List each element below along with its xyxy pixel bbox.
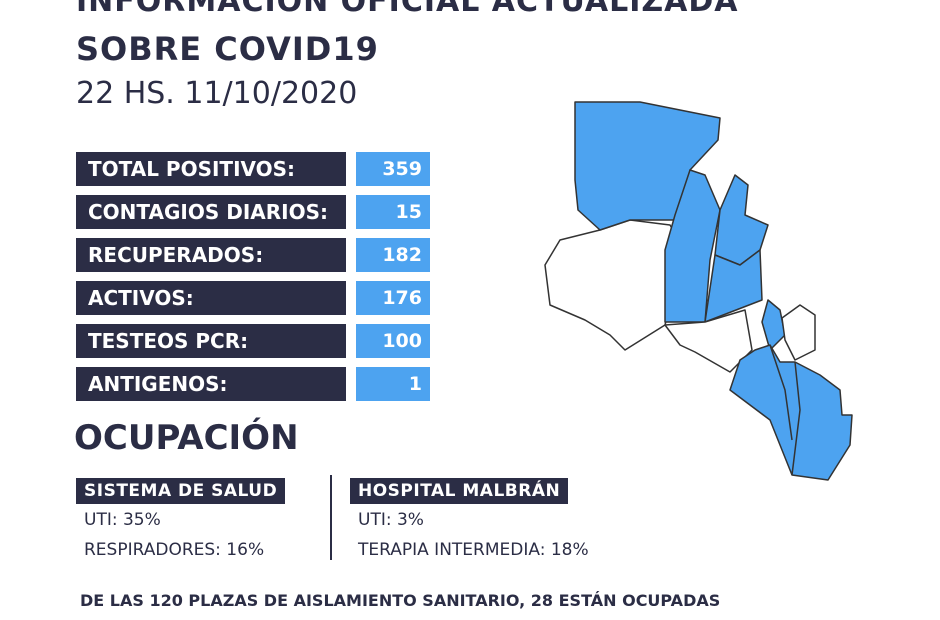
date: 22 HS. 11/10/2020 [76, 76, 358, 111]
title: SOBRE COVID19 [76, 30, 379, 68]
title: INFORMACIÓN OFICIAL ACTUALIZADA [76, 0, 739, 19]
stat-value: 100 [356, 324, 430, 358]
group-item: TERAPIA INTERMEDIA: 18% [358, 540, 589, 560]
stat-label: RECUPERADOS: [76, 238, 346, 272]
group-item: UTI: 35% [84, 510, 161, 530]
footer-text: DE LAS 120 PLAZAS DE AISLAMIENTO SANITAR… [80, 591, 721, 610]
stat-value: 176 [356, 281, 430, 315]
stat-value: 359 [356, 152, 430, 186]
group-header: HOSPITAL MALBRÁN [350, 478, 569, 504]
stat-label: CONTAGIOS DIARIOS: [76, 195, 346, 229]
group-item: RESPIRADORES: 16% [84, 540, 265, 560]
stat-value: 15 [356, 195, 430, 229]
stat-label: TESTEOS PCR: [76, 324, 346, 358]
stat-value: 182 [356, 238, 430, 272]
group-item: UTI: 3% [358, 510, 424, 530]
divider [330, 475, 332, 560]
group-header: SISTEMA DE SALUD [76, 478, 286, 504]
stat-label: ACTIVOS: [76, 281, 346, 315]
province-map [544, 101, 853, 481]
stat-label: ANTIGENOS: [76, 367, 346, 401]
stat-value: 1 [356, 367, 430, 401]
section-title: OCUPACIÓN [74, 418, 299, 458]
stat-label: TOTAL POSITIVOS: [76, 152, 346, 186]
